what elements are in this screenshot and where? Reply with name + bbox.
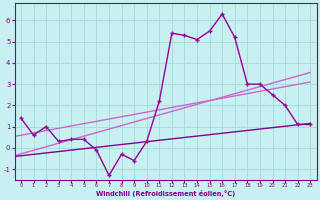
X-axis label: Windchill (Refroidissement éolien,°C): Windchill (Refroidissement éolien,°C) bbox=[96, 190, 235, 197]
